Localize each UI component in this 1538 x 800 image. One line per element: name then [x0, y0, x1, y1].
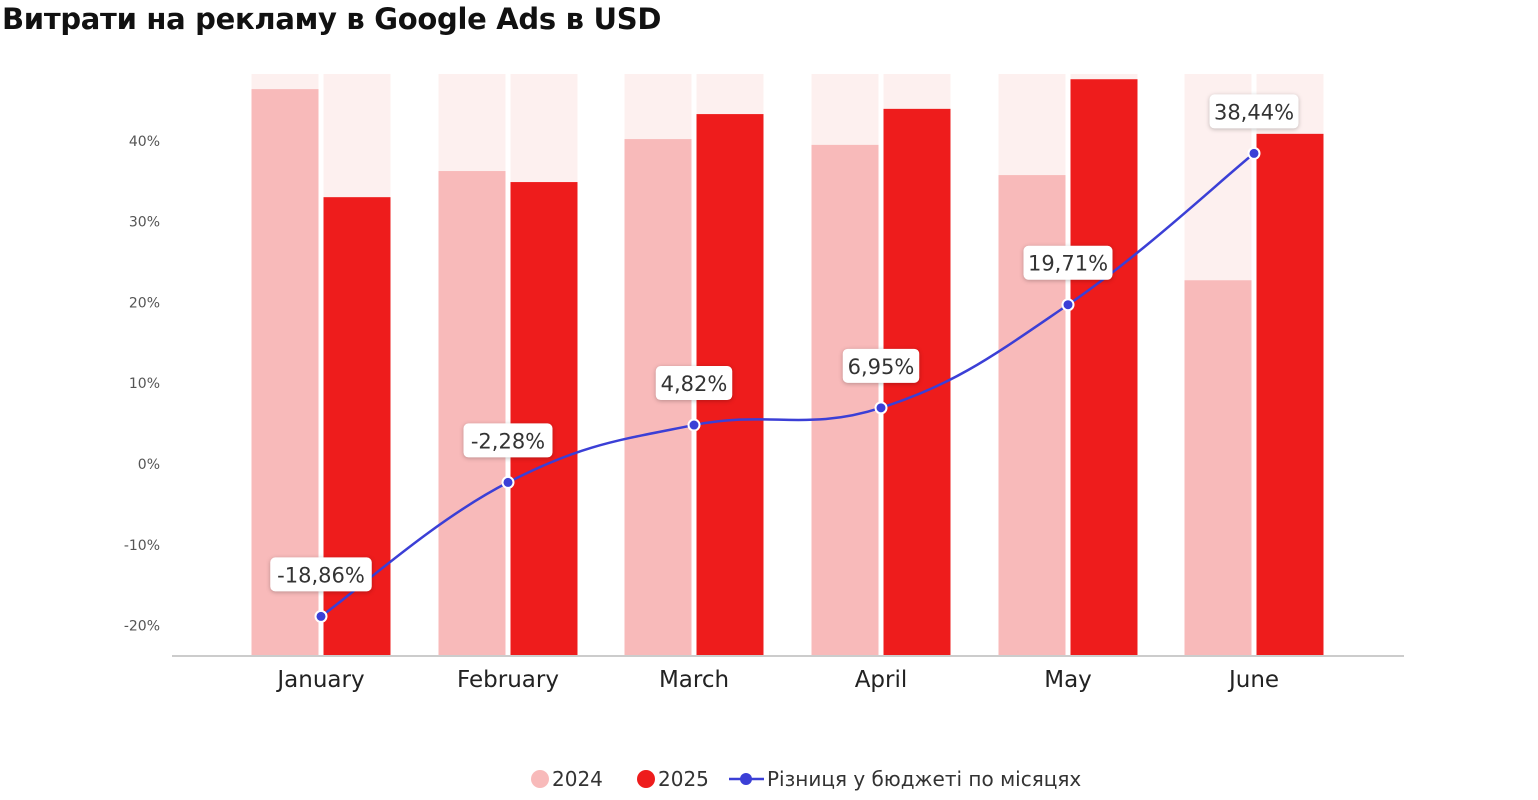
- data-label-box: [1023, 245, 1113, 280]
- legend-2024-marker: [531, 770, 549, 788]
- data-label: 6,95%: [848, 355, 915, 379]
- x-tick-label: January: [275, 667, 364, 693]
- data-label-box: [270, 557, 372, 592]
- y-tick-label: 0%: [138, 457, 160, 473]
- y-tick-label: 10%: [129, 376, 160, 392]
- bar-2025-may: [1070, 79, 1138, 655]
- legend-2024-label: 2024: [552, 767, 603, 791]
- data-label: 38,44%: [1214, 100, 1294, 124]
- x-tick-label: April: [855, 667, 908, 693]
- data-label-box: [655, 366, 733, 401]
- y-tick-label: 30%: [129, 215, 160, 231]
- y-tick-label: 20%: [129, 295, 160, 311]
- x-tick-label: May: [1044, 667, 1092, 693]
- x-tick-label: March: [659, 667, 729, 693]
- data-label-box: [1209, 94, 1299, 129]
- difference-point: [874, 401, 888, 415]
- legend-line-label: Різниця у бюджеті по місяцях: [767, 767, 1081, 791]
- chart-title: Витрати на рекламу в Google Ads в USD: [2, 2, 662, 36]
- bar-2024-february: [438, 171, 506, 656]
- x-tick-label: February: [457, 667, 559, 693]
- y-tick-label: 40%: [129, 134, 160, 150]
- legend-2025-marker: [637, 770, 655, 788]
- difference-point: [1061, 298, 1075, 312]
- difference-point: [314, 609, 328, 623]
- y-tick-label: -10%: [124, 538, 160, 554]
- bar-2024-april: [811, 144, 879, 655]
- y-tick-label: -20%: [124, 619, 160, 635]
- x-tick-label: June: [1227, 667, 1279, 693]
- data-label: -2,28%: [471, 429, 545, 453]
- data-label: 4,82%: [661, 372, 728, 396]
- bar-2024-june: [1184, 280, 1252, 655]
- difference-point: [1247, 146, 1261, 160]
- legend-line-dot: [740, 773, 752, 785]
- legend-2025-label: 2025: [658, 767, 709, 791]
- data-label: -18,86%: [277, 563, 365, 587]
- difference-point: [687, 418, 701, 432]
- data-label: 19,71%: [1028, 252, 1108, 276]
- difference-point: [501, 475, 515, 489]
- bar-2025-february: [510, 182, 578, 656]
- data-label-box: [463, 423, 553, 458]
- data-label-box: [842, 348, 920, 383]
- bar-2025-june: [1256, 133, 1324, 655]
